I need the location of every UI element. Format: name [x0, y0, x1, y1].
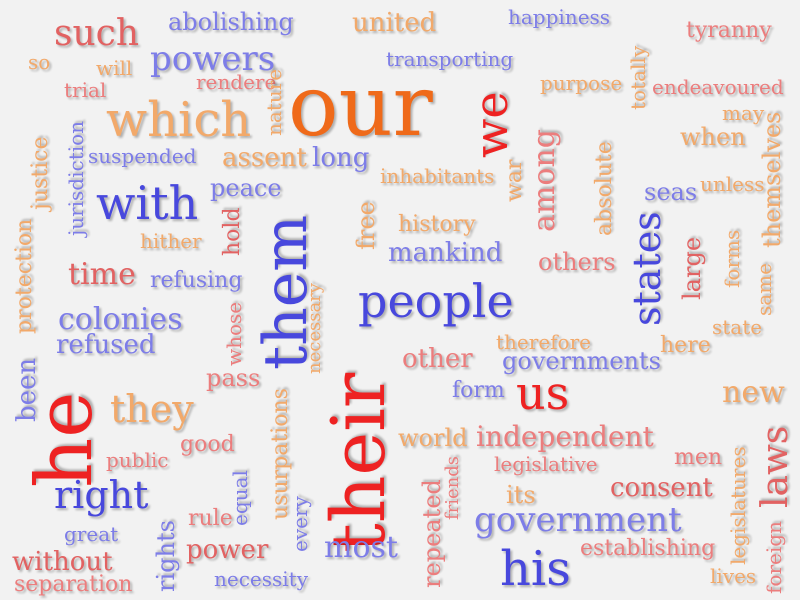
word-time: time: [68, 257, 136, 292]
word-rendere: rendere: [196, 70, 277, 94]
word-refusing: refusing: [150, 268, 243, 293]
word-separation: separation: [14, 572, 133, 597]
word-themselves: themselves: [758, 111, 786, 248]
word-so: so: [28, 50, 51, 74]
word-will: will: [96, 56, 133, 80]
word-good: good: [180, 432, 235, 457]
word-form: form: [452, 378, 505, 403]
word-they: they: [110, 387, 194, 431]
word-states: states: [625, 211, 669, 326]
word-transporting: transporting: [386, 47, 514, 71]
word-long: long: [312, 143, 370, 173]
word-inhabitants: inhabitants: [380, 164, 495, 188]
word-here: here: [660, 333, 711, 358]
word-public: public: [106, 448, 169, 472]
word-every: every: [288, 496, 312, 552]
word-pass: pass: [206, 364, 261, 392]
word-lives: lives: [710, 564, 757, 588]
word-happiness: happiness: [508, 5, 611, 29]
word-without: without: [12, 547, 113, 577]
word-totally: totally: [626, 45, 650, 110]
word-united: united: [352, 8, 437, 38]
word-foreign: foreign: [762, 521, 786, 594]
word-our: our: [288, 57, 433, 155]
word-when: when: [680, 123, 746, 151]
word-abolishing: abolishing: [168, 8, 294, 36]
word-refused: refused: [56, 330, 156, 360]
word-peace: peace: [210, 174, 282, 202]
word-independent: independent: [476, 420, 654, 453]
word-power: power: [186, 535, 269, 565]
word-new: new: [722, 375, 785, 410]
word-protection: protection: [12, 218, 37, 334]
word-other: other: [402, 344, 473, 374]
word-with: with: [96, 176, 199, 230]
word-war: war: [502, 159, 527, 202]
word-among: among: [527, 129, 562, 232]
word-us: us: [516, 366, 570, 420]
word-their: their: [316, 372, 402, 553]
word-most: most: [324, 530, 398, 565]
word-his: his: [500, 541, 571, 597]
word-legislative: legislative: [494, 452, 598, 476]
word-friends: friends: [442, 455, 463, 520]
word-governments: governments: [502, 347, 661, 375]
word-necessary: necessary: [304, 283, 325, 374]
word-endeavoured: endeavoured: [652, 75, 784, 99]
word-free: free: [352, 201, 380, 250]
word-men: men: [674, 445, 723, 470]
word-government: government: [474, 500, 682, 540]
word-legislatures: legislatures: [726, 446, 750, 565]
word-such: such: [54, 13, 140, 54]
word-seas: seas: [644, 178, 698, 206]
word-world: world: [398, 424, 468, 452]
word-colonies: colonies: [58, 302, 183, 337]
word-whose: whose: [222, 301, 246, 366]
word-we: we: [464, 91, 518, 158]
word-state: state: [712, 315, 763, 339]
word-laws: laws: [755, 425, 796, 508]
word-tyranny: tyranny: [686, 18, 772, 43]
word-jurisdiction: jurisdiction: [64, 120, 88, 236]
word-same: same: [752, 263, 776, 316]
word-its: its: [506, 481, 536, 509]
word-absolute: absolute: [592, 141, 617, 236]
word-hither: hither: [140, 229, 202, 253]
word-may: may: [722, 101, 765, 125]
word-assent: assent: [222, 143, 307, 173]
word-repeated: repeated: [418, 479, 446, 588]
word-which: which: [106, 92, 252, 148]
word-justice: justice: [28, 136, 53, 211]
word-unless: unless: [700, 172, 765, 196]
word-trial: trial: [64, 78, 107, 102]
word-therefore: therefore: [496, 330, 591, 354]
word-forms: forms: [720, 229, 744, 288]
word-rights: rights: [152, 520, 180, 592]
word-suspended: suspended: [88, 144, 197, 168]
word-large: large: [678, 236, 706, 300]
word-powers: powers: [150, 39, 276, 79]
word-consent: consent: [610, 473, 713, 503]
word-purpose: purpose: [540, 71, 623, 95]
word-people: people: [358, 274, 514, 328]
word-mankind: mankind: [388, 238, 503, 268]
word-establishing: establishing: [580, 536, 716, 561]
word-hold: hold: [220, 207, 245, 256]
word-others: others: [538, 248, 616, 276]
word-necessity: necessity: [214, 567, 309, 591]
word-nature: nature: [262, 68, 286, 136]
word-been: been: [12, 357, 42, 422]
word-right: right: [54, 473, 149, 517]
word-history: history: [398, 212, 476, 237]
word-rule: rule: [188, 506, 233, 531]
word-equal: equal: [228, 470, 252, 526]
word-great: great: [64, 522, 119, 546]
